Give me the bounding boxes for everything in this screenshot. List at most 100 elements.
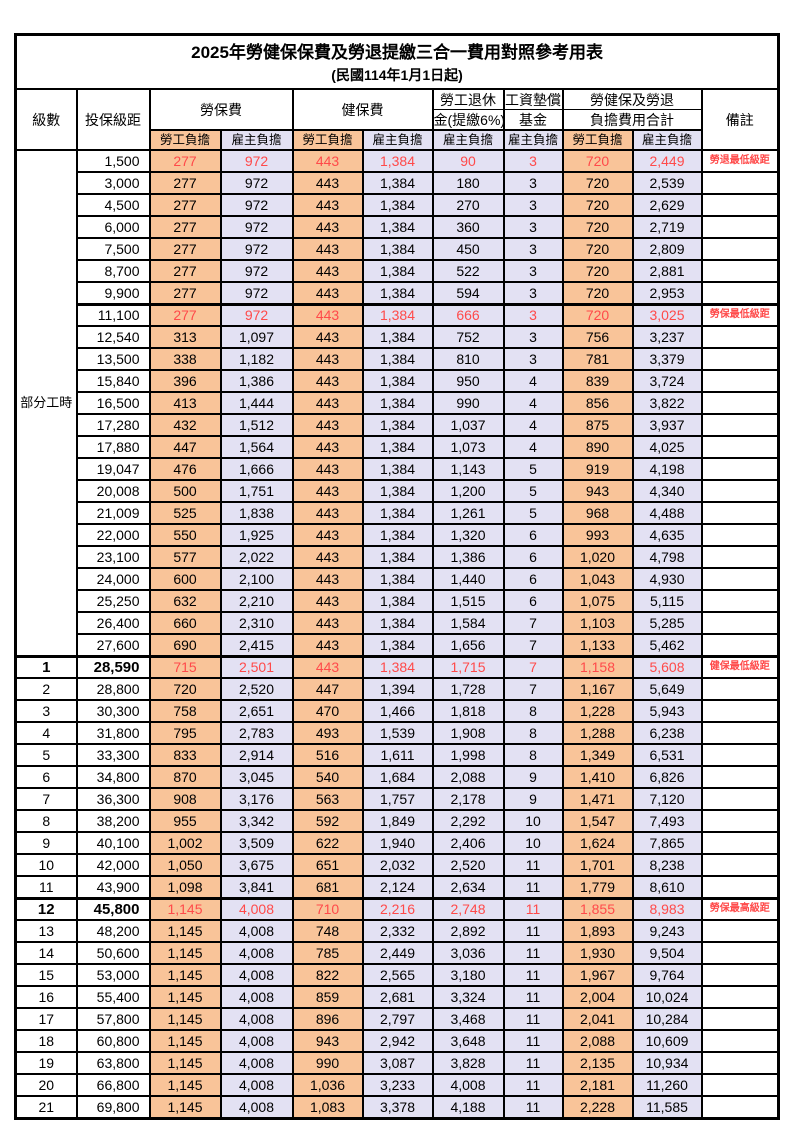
cell-level: 16 <box>14 985 78 1009</box>
table-row: 15,840 396 1,386 443 1,384 950 4 839 3,724 <box>16 369 780 393</box>
cell-level: 1 <box>14 654 78 679</box>
cell-level: 2 <box>14 677 78 701</box>
cell-wage-fund-employer: 8 <box>502 721 564 745</box>
subheader-employee: 勞工負擔 <box>561 129 634 151</box>
cell-total-employer: 3,379 <box>631 347 703 371</box>
cell-total-employer: 9,764 <box>631 963 703 987</box>
cell-remark: 健保最低級距 <box>700 654 780 679</box>
cell-labor-ins-employee: 1,145 <box>148 896 222 921</box>
cell-labor-ins-employee: 277 <box>148 259 222 283</box>
cell-wage-fund-employer: 3 <box>502 281 564 305</box>
cell-health-ins-employer: 1,384 <box>361 302 434 327</box>
cell-wage-fund-employer: 3 <box>502 149 564 173</box>
cell-remark: 勞保最低級距 <box>700 302 780 327</box>
cell-total-employer: 3,822 <box>631 391 703 415</box>
table-row: 11 43,900 1,098 3,841 681 2,124 2,634 11 1,779 8,… <box>14 875 780 899</box>
cell-pension-employer: 810 <box>431 347 505 371</box>
cell-total-employer: 2,629 <box>631 193 703 217</box>
cell-labor-ins-employee: 955 <box>148 809 222 833</box>
cell-health-ins-employer: 1,466 <box>361 699 434 723</box>
cell-labor-ins-employee: 660 <box>148 611 222 635</box>
cell-wage-fund-employer: 3 <box>502 259 564 283</box>
cell-total-employer: 6,826 <box>631 765 703 789</box>
table-row: 17,880 447 1,564 443 1,384 1,073 4 890 4,025 <box>16 435 780 459</box>
cell-pension-employer: 3,324 <box>431 985 505 1009</box>
header-wage-fund-line2: 基金 <box>502 109 564 131</box>
cell-labor-ins-employer: 3,509 <box>219 831 294 855</box>
cell-total-employee: 2,088 <box>561 1029 634 1053</box>
cell-remark <box>700 721 780 745</box>
cell-health-ins-employer: 1,384 <box>361 149 434 173</box>
cell-labor-ins-employee: 313 <box>148 325 222 349</box>
cell-labor-ins-employee: 632 <box>148 589 222 613</box>
cell-health-ins-employer: 1,394 <box>361 677 434 701</box>
cell-health-ins-employer: 1,384 <box>361 545 434 569</box>
cell-labor-ins-employer: 2,783 <box>219 721 294 745</box>
cell-labor-ins-employee: 525 <box>148 501 222 525</box>
cell-health-ins-employer: 1,384 <box>361 237 434 261</box>
cell-wage-fund-employer: 11 <box>502 1051 564 1075</box>
cell-insured-bracket: 1,500 <box>75 149 151 173</box>
cell-labor-ins-employee: 1,050 <box>148 853 222 877</box>
cell-wage-fund-employer: 11 <box>502 919 564 943</box>
cell-insured-bracket: 36,300 <box>75 787 151 811</box>
cell-level: 11 <box>14 875 78 899</box>
cell-total-employer: 5,608 <box>631 654 703 679</box>
header-wage-fund-line1: 工資墊償 <box>502 88 564 110</box>
cell-labor-ins-employee: 1,145 <box>148 919 222 943</box>
cell-labor-ins-employer: 972 <box>219 215 294 239</box>
header-remark: 備註 <box>700 88 780 151</box>
table-row: 19 63,800 1,145 4,008 990 3,087 3,828 11 2,135 10… <box>14 1051 780 1075</box>
cell-labor-ins-employer: 972 <box>219 193 294 217</box>
cell-insured-bracket: 4,500 <box>75 193 151 217</box>
cell-total-employer: 4,635 <box>631 523 703 547</box>
cell-pension-employer: 1,037 <box>431 413 505 437</box>
cell-health-ins-employee: 443 <box>291 567 364 591</box>
table-row: 16 55,400 1,145 4,008 859 2,681 3,324 11 2,004 10… <box>14 985 780 1009</box>
cell-total-employer: 3,237 <box>631 325 703 349</box>
cell-health-ins-employer: 1,384 <box>361 435 434 459</box>
cell-remark <box>700 985 780 1009</box>
cell-level: 4 <box>14 721 78 745</box>
cell-total-employee: 1,133 <box>561 633 634 657</box>
cell-level: 20 <box>14 1073 78 1097</box>
cell-total-employer: 10,024 <box>631 985 703 1009</box>
cell-labor-ins-employer: 1,564 <box>219 435 294 459</box>
table-row: 5 33,300 833 2,914 516 1,611 1,998 8 1,349 6,531 <box>14 743 780 767</box>
cell-health-ins-employee: 443 <box>291 237 364 261</box>
cell-labor-ins-employer: 2,022 <box>219 545 294 569</box>
cell-pension-employer: 360 <box>431 215 505 239</box>
cell-health-ins-employer: 1,849 <box>361 809 434 833</box>
cell-labor-ins-employee: 277 <box>148 302 222 327</box>
cell-insured-bracket: 23,100 <box>75 545 151 569</box>
cell-health-ins-employee: 493 <box>291 721 364 745</box>
cell-level: 19 <box>14 1051 78 1075</box>
cell-health-ins-employer: 1,384 <box>361 654 434 679</box>
cell-labor-ins-employee: 715 <box>148 654 222 679</box>
cell-wage-fund-employer: 8 <box>502 743 564 767</box>
cell-remark <box>700 1051 780 1075</box>
cell-insured-bracket: 38,200 <box>75 809 151 833</box>
page-subtitle: (民國114年1月1日起) <box>331 66 463 83</box>
cell-remark <box>700 743 780 767</box>
cell-total-employee: 1,288 <box>561 721 634 745</box>
table-row: 23,100 577 2,022 443 1,384 1,386 6 1,020 4,798 <box>16 545 780 569</box>
subheader-employee: 勞工負擔 <box>291 129 364 151</box>
cell-labor-ins-employee: 277 <box>148 237 222 261</box>
cell-labor-ins-employer: 4,008 <box>219 896 294 921</box>
table-row: 1 28,590 715 2,501 443 1,384 1,715 7 1,158 5,608 健… <box>14 654 780 679</box>
cell-health-ins-employee: 443 <box>291 215 364 239</box>
cell-total-employee: 1,410 <box>561 765 634 789</box>
cell-insured-bracket: 43,900 <box>75 875 151 899</box>
cell-insured-bracket: 69,800 <box>75 1095 151 1119</box>
cell-wage-fund-employer: 6 <box>502 567 564 591</box>
cell-pension-employer: 1,584 <box>431 611 505 635</box>
cell-total-employee: 1,701 <box>561 853 634 877</box>
cell-pension-employer: 1,440 <box>431 567 505 591</box>
cell-labor-ins-employee: 1,145 <box>148 963 222 987</box>
cell-health-ins-employee: 443 <box>291 391 364 415</box>
cell-health-ins-employer: 1,384 <box>361 567 434 591</box>
cell-pension-employer: 1,715 <box>431 654 505 679</box>
cell-pension-employer: 3,180 <box>431 963 505 987</box>
